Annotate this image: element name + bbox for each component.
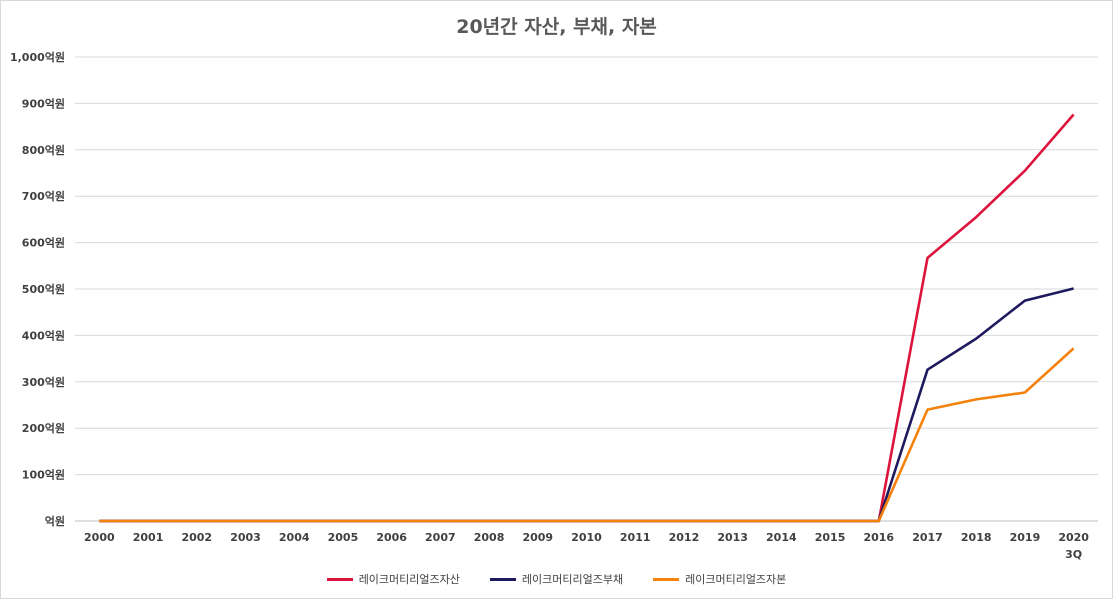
x-tick-label: 2020 (1058, 531, 1089, 544)
legend-swatch (326, 577, 353, 581)
series-lines (99, 113, 1075, 523)
x-tick-label: 2014 (766, 531, 797, 544)
y-tick-label: 700억원 (22, 189, 65, 203)
x-tick-label: 2010 (571, 531, 602, 544)
x-tick-label: 2001 (133, 531, 164, 544)
legend-item: 레이크머티리얼즈자본 (653, 571, 786, 587)
legend-label: 레이크머티리얼즈자본 (685, 573, 787, 586)
y-tick-label: 400억원 (22, 328, 65, 342)
x-tick-label: 2018 (961, 531, 992, 544)
x-tick-label: 2011 (620, 531, 651, 544)
legend-item: 레이크머티리얼즈자산 (326, 571, 460, 587)
x-tick-label: 2013 (717, 531, 748, 544)
y-tick-label: 800억원 (22, 143, 65, 157)
legend-swatch (489, 577, 516, 581)
legend: 레이크머티리얼즈자산 레이크머티리얼즈부채 레이크머티리얼즈자본 (0, 571, 1113, 587)
x-tick-label: 2000 (84, 531, 115, 544)
y-tick-label: 200억원 (22, 421, 65, 435)
x-tick-label: 2002 (181, 531, 212, 544)
y-tick-label: 900억원 (22, 96, 65, 110)
x-tick-label: 2019 (1010, 531, 1041, 544)
legend-swatch (653, 577, 680, 581)
x-tick-label: 2009 (522, 531, 553, 544)
gridlines (75, 56, 1098, 522)
x-tick-label: 2006 (376, 531, 407, 544)
x-tick-label: 2012 (669, 531, 700, 544)
y-tick-label: 억원 (45, 514, 65, 528)
series-line (99, 287, 1074, 523)
x-tick-label: 2015 (815, 531, 846, 544)
x-tick-label: 2017 (912, 531, 943, 544)
y-tick-label: 300억원 (22, 375, 65, 389)
x-tick-label: 2008 (474, 531, 505, 544)
x-tick-label: 3Q (1065, 548, 1082, 561)
y-tick-label: 100억원 (22, 468, 65, 482)
y-tick-label: 600억원 (22, 236, 65, 250)
x-tick-label: 2003 (230, 531, 261, 544)
series-line (99, 347, 1075, 523)
y-tick-label: 1,000억원 (10, 50, 65, 64)
series-line (99, 113, 1075, 523)
x-tick-label: 2004 (279, 531, 310, 544)
x-tick-label: 2005 (328, 531, 359, 544)
y-tick-label: 500억원 (22, 282, 65, 296)
legend-item: 레이크머티리얼즈부채 (489, 571, 624, 587)
legend-label: 레이크머티리얼즈자산 (358, 573, 460, 586)
x-tick-label: 2016 (863, 531, 894, 544)
legend-label: 레이크머티리얼즈부채 (521, 573, 624, 586)
x-tick-label: 2007 (425, 531, 456, 544)
chart-title: 20년간 자산, 부채, 자본 (456, 16, 657, 38)
x-axis-ticks: 2000 2001 2002 2003 2004 2005 2006 2007 2008 2009… (84, 531, 1089, 561)
y-axis-ticks: 억원 100억원 200억원 300억원 400억원 500억원 600억원 700억원 800… (10, 50, 65, 528)
